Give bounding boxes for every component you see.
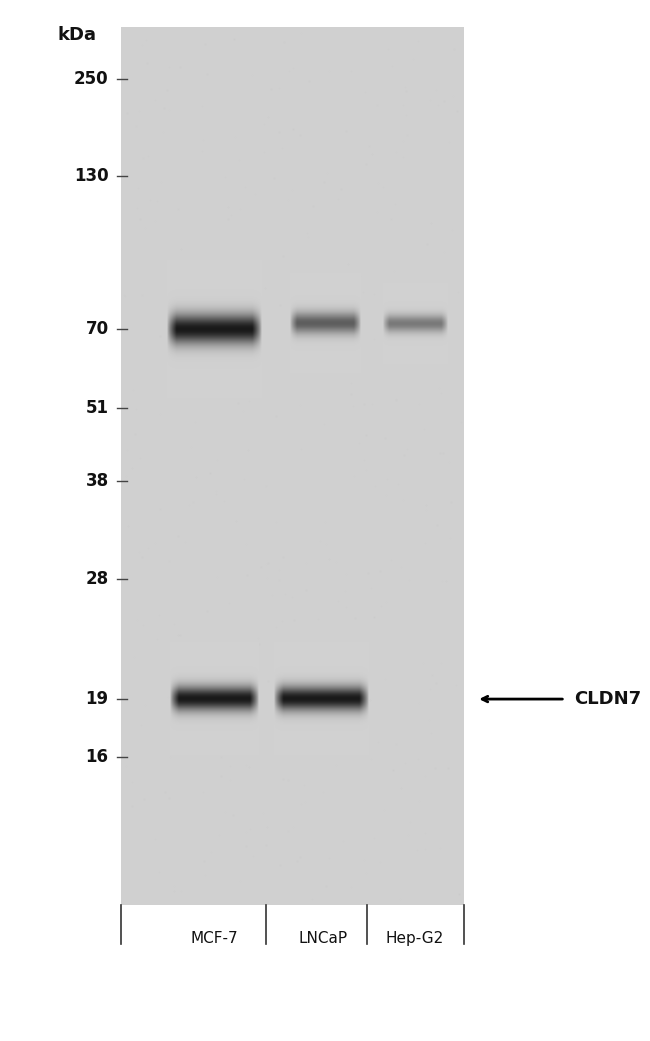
Text: 19: 19 (86, 690, 109, 708)
Text: 38: 38 (86, 472, 109, 490)
Text: 70: 70 (86, 321, 109, 338)
Text: 130: 130 (74, 167, 109, 185)
Text: Hep-G2: Hep-G2 (386, 931, 444, 945)
Text: 16: 16 (86, 748, 109, 766)
Text: kDa: kDa (57, 26, 96, 44)
Text: 28: 28 (86, 569, 109, 587)
Text: CLDN7: CLDN7 (575, 690, 642, 708)
Text: MCF-7: MCF-7 (191, 931, 239, 945)
Text: LNCaP: LNCaP (298, 931, 348, 945)
Bar (121, 27, 464, 905)
Text: 250: 250 (74, 70, 109, 88)
Text: 51: 51 (86, 400, 109, 417)
